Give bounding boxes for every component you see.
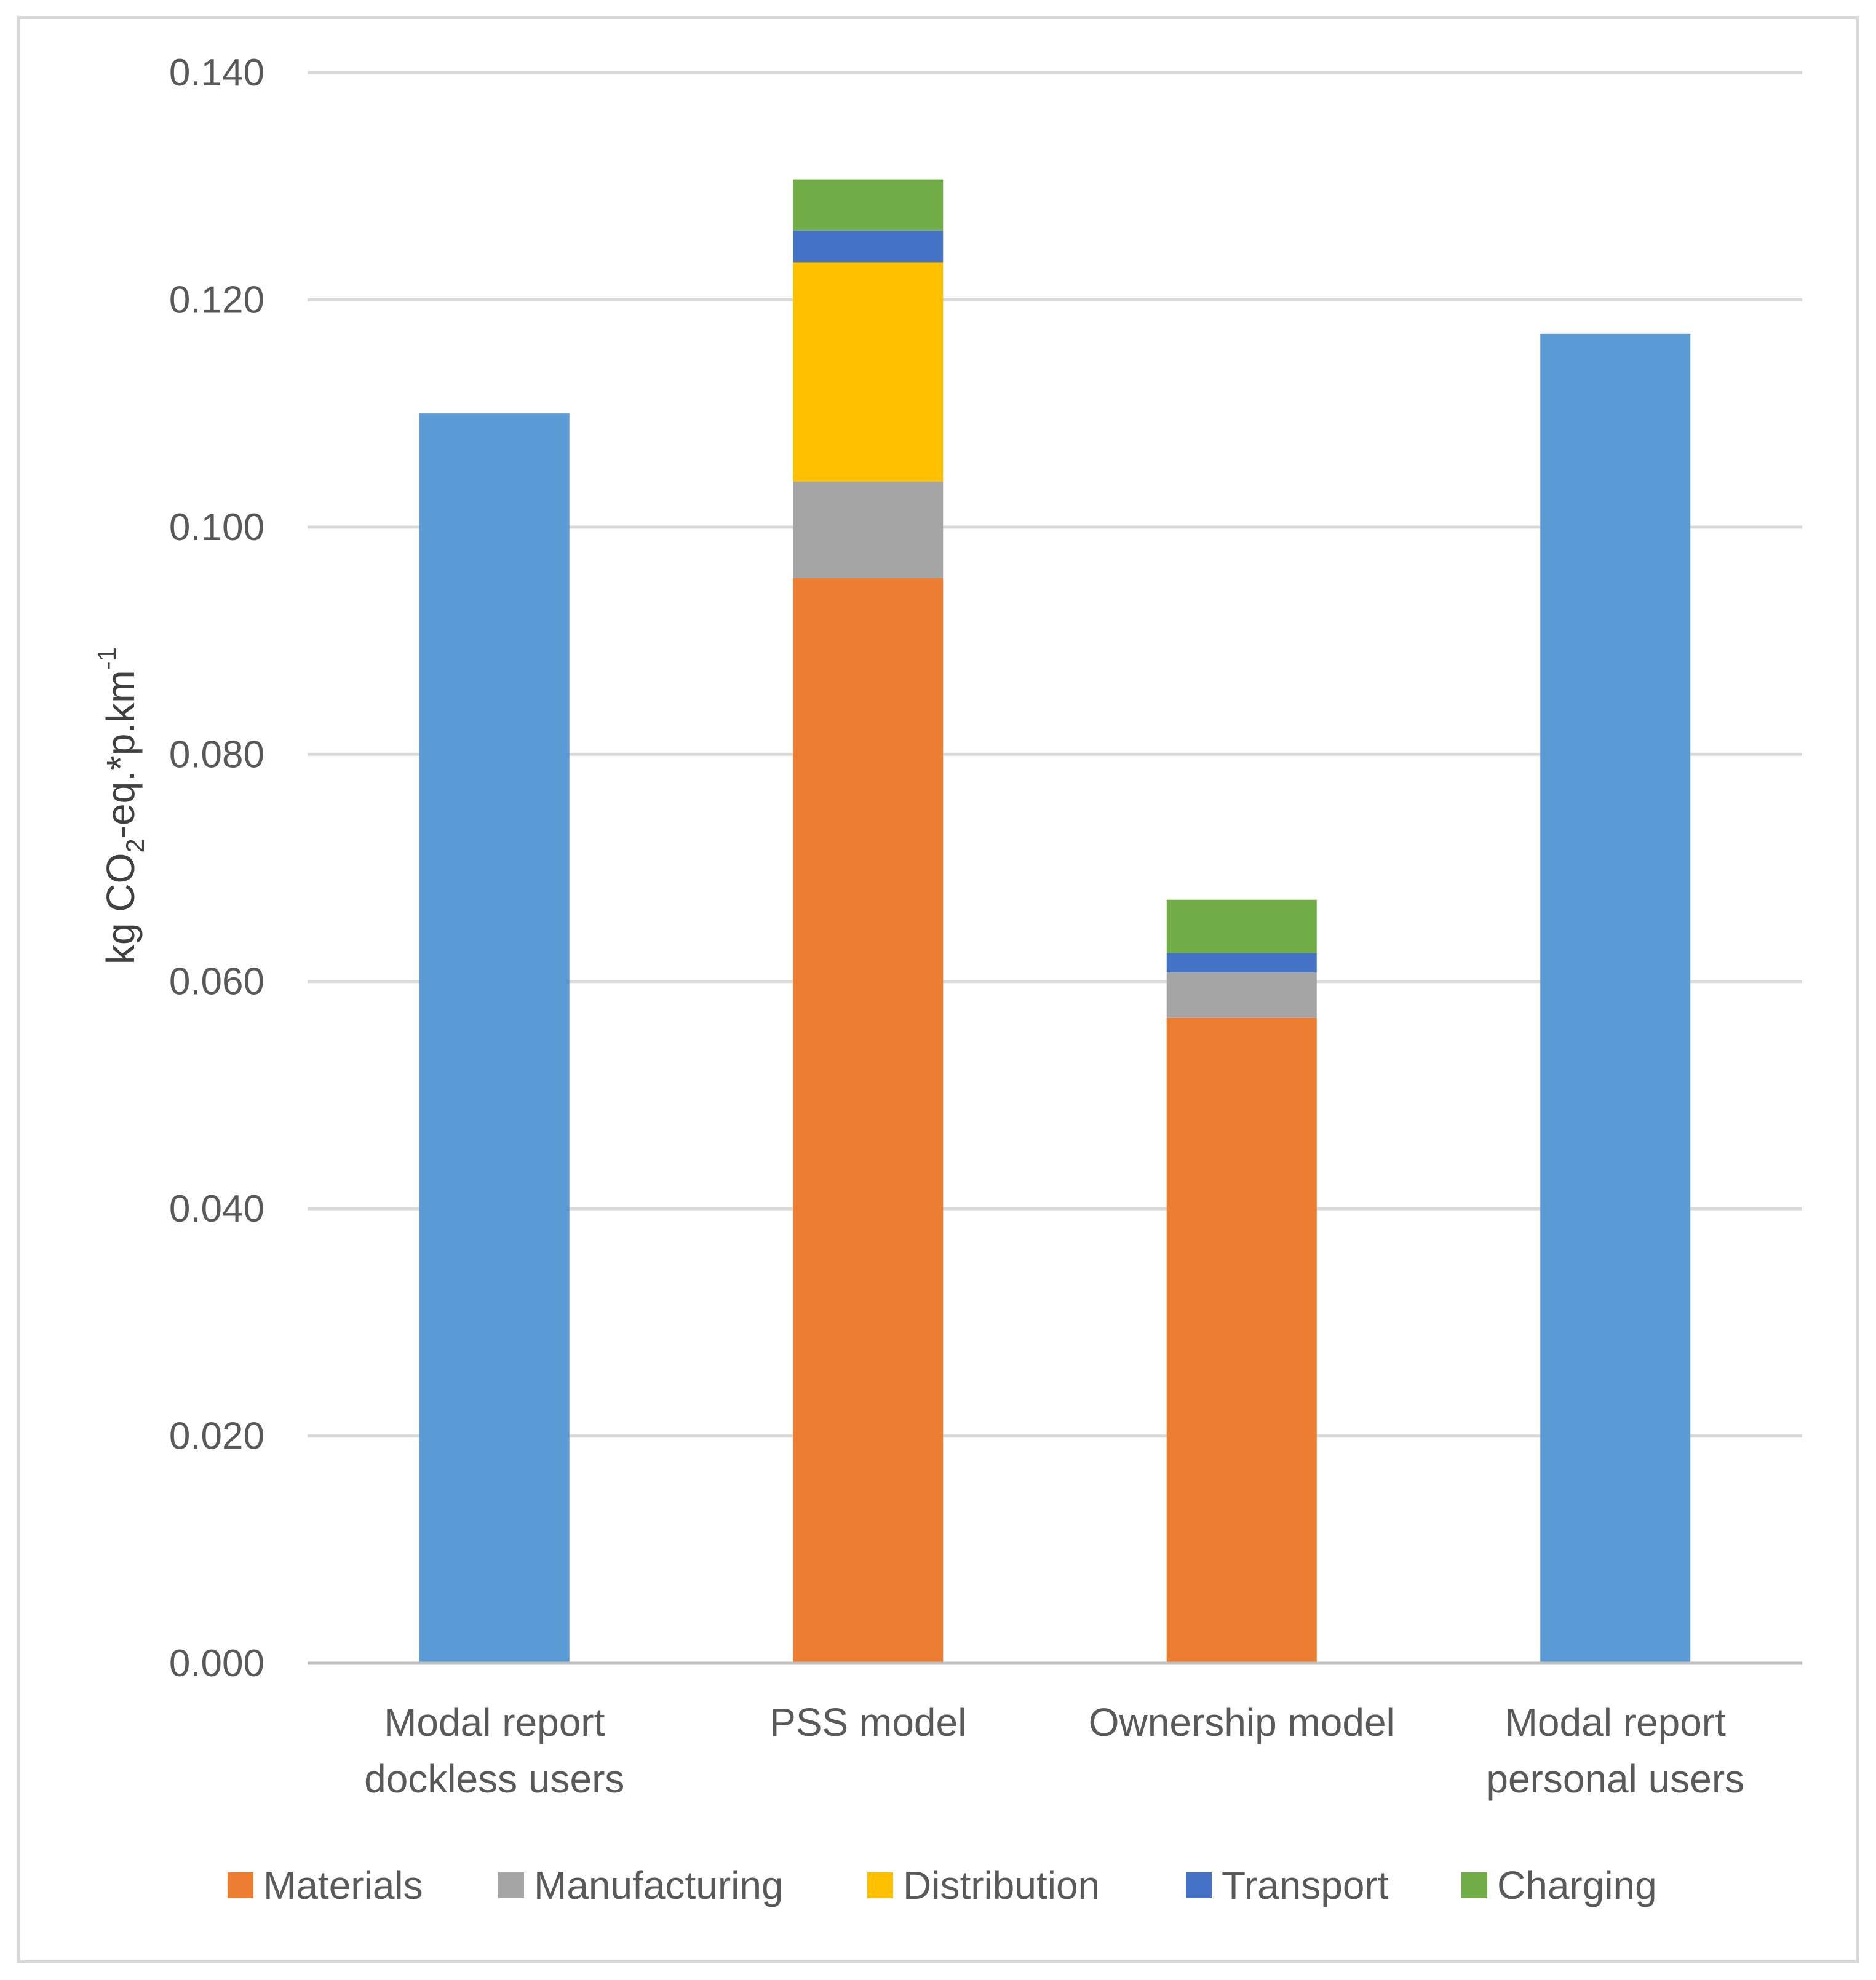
bar-segment-manufacturing xyxy=(793,481,944,578)
legend: Materials Manufacturing Distribution Transp… xyxy=(228,1863,1657,1907)
bar-segment-charging xyxy=(1166,899,1317,953)
bar-total xyxy=(1540,333,1691,1664)
legend-label-transport: Transport xyxy=(1222,1863,1389,1907)
category-label: Modal report xyxy=(384,1700,605,1744)
bar-segment-materials xyxy=(793,578,944,1664)
y-tick-label: 0.020 xyxy=(169,1415,264,1458)
legend-label-distribution: Distribution xyxy=(903,1863,1100,1907)
y-tick-label: 0.060 xyxy=(169,961,264,1003)
legend-swatch-transport xyxy=(1186,1872,1212,1898)
category-label: PSS model xyxy=(769,1700,966,1744)
legend-label-manufacturing: Manufacturing xyxy=(534,1863,784,1907)
legend-label-charging: Charging xyxy=(1497,1863,1657,1907)
y-axis-label-middle: -eq.*p.km xyxy=(98,670,143,838)
bar-total xyxy=(419,413,570,1664)
y-tick-label: 0.040 xyxy=(169,1188,264,1230)
y-tick-label: 0.000 xyxy=(169,1642,264,1685)
y-axis-label-superscript: -1 xyxy=(92,647,121,670)
y-tick-label: 0.120 xyxy=(169,279,264,321)
y-axis-label-prefix: kg CO xyxy=(98,853,143,964)
legend-label-materials: Materials xyxy=(263,1863,423,1907)
bars xyxy=(419,179,1691,1664)
bar-segment-materials xyxy=(1166,1017,1317,1663)
y-axis-label-subscript: 2 xyxy=(121,838,149,853)
y-tick-label: 0.140 xyxy=(169,52,264,94)
bar-segment-transport xyxy=(793,230,944,263)
bar-segment-distribution xyxy=(793,262,944,482)
legend-swatch-distribution xyxy=(867,1872,893,1898)
bar-segment-manufacturing xyxy=(1166,972,1317,1018)
category-labels: Modal report dockless users PSS model Owner… xyxy=(364,1700,1744,1801)
category-label: dockless users xyxy=(364,1757,624,1801)
y-axis-label: kg CO2-eq.*p.km-1 xyxy=(92,647,149,964)
category-label: Ownership model xyxy=(1089,1700,1395,1744)
legend-swatch-materials xyxy=(228,1872,253,1898)
y-tick-labels: 0.000 0.020 0.040 0.060 0.080 0.100 0.120 0.140 xyxy=(169,52,264,1685)
y-tick-label: 0.100 xyxy=(169,506,264,549)
y-tick-label: 0.080 xyxy=(169,733,264,776)
category-label: personal users xyxy=(1486,1757,1744,1801)
legend-swatch-manufacturing xyxy=(498,1872,524,1898)
bar-segment-transport xyxy=(1166,953,1317,972)
bar-segment-charging xyxy=(793,179,944,231)
legend-swatch-charging xyxy=(1461,1872,1487,1898)
category-label: Modal report xyxy=(1505,1700,1727,1744)
